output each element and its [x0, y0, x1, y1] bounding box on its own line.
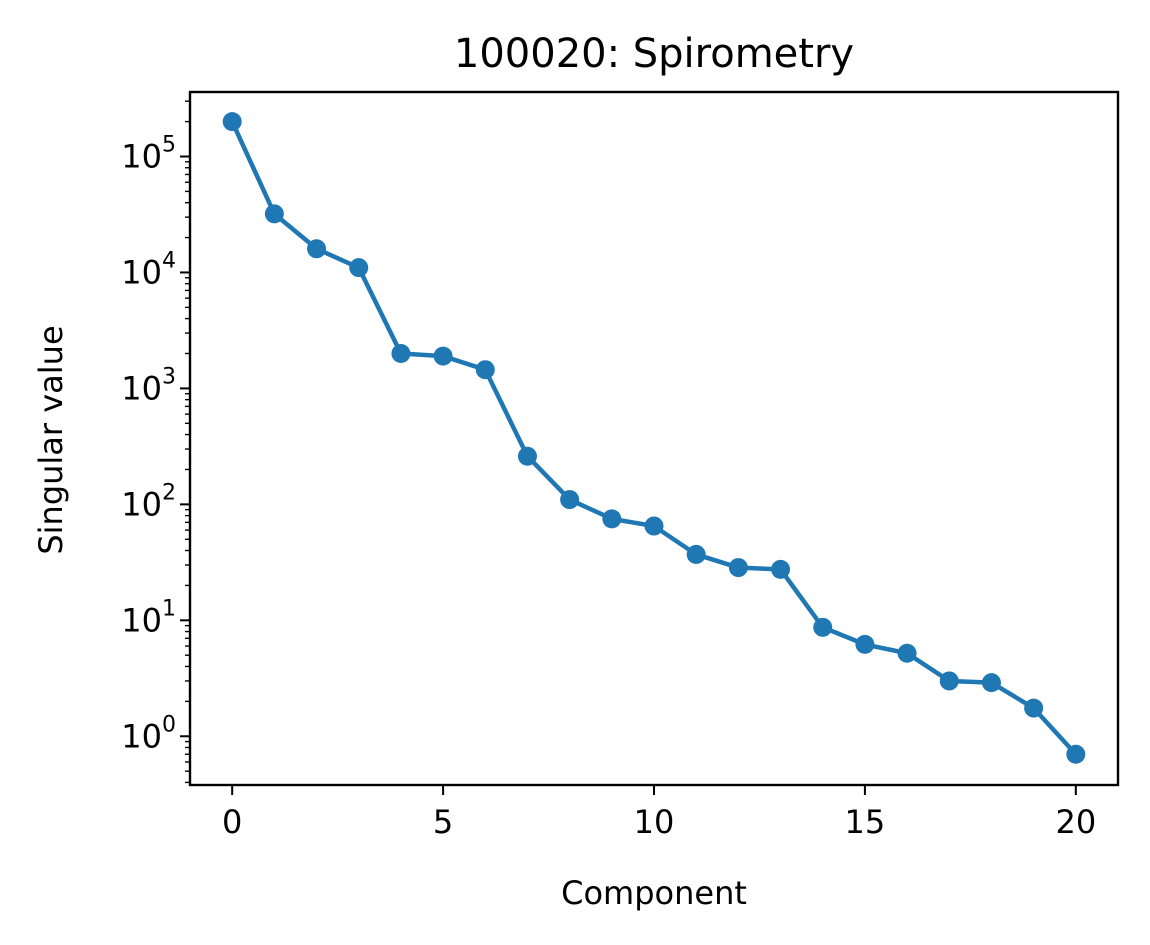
major-ticks	[180, 155, 1077, 795]
y-axis-label: Singular value	[32, 325, 70, 554]
series-line	[230, 120, 1078, 756]
y-tick-exponent: 2	[162, 480, 176, 505]
y-tick-label: 103	[121, 364, 176, 407]
data-point	[981, 673, 1001, 693]
y-tick-exponent: 1	[162, 596, 176, 621]
y-tick-label: 102	[121, 480, 176, 523]
y-tick-exponent: 3	[162, 364, 176, 389]
x-tick-label: 15	[845, 803, 886, 841]
data-point	[560, 490, 580, 510]
y-tick-exponent: 4	[162, 248, 176, 273]
data-point	[939, 671, 959, 691]
y-tick-exponent: 5	[162, 133, 176, 158]
y-tick-label: 100	[121, 712, 176, 755]
x-tick-labels: 0 5 10 15 20	[222, 803, 1096, 841]
y-tick-base: 10	[121, 601, 162, 639]
data-point	[1024, 698, 1044, 718]
y-tick-label: 101	[121, 596, 176, 639]
y-tick-base: 10	[121, 485, 162, 523]
y-tick-base: 10	[121, 369, 162, 407]
data-point	[307, 239, 327, 259]
y-tick-exponent: 0	[162, 712, 176, 737]
data-point	[222, 112, 242, 132]
data-point	[897, 643, 917, 663]
data-point	[771, 559, 791, 579]
y-tick-base: 10	[121, 138, 162, 176]
x-axis-label: Component	[561, 874, 747, 912]
x-tick-label: 20	[1055, 803, 1096, 841]
data-point	[349, 258, 369, 278]
y-tick-label: 105	[121, 133, 176, 176]
data-point	[475, 360, 495, 380]
y-tick-base: 10	[121, 253, 162, 291]
y-tick-base: 10	[121, 717, 162, 755]
data-point	[517, 446, 537, 466]
data-point	[813, 617, 833, 637]
data-point	[433, 346, 453, 366]
plot-frame	[188, 90, 1120, 787]
data-point	[644, 516, 664, 536]
series-group	[222, 112, 1086, 764]
x-tick-label: 10	[634, 803, 675, 841]
data-point	[391, 344, 411, 364]
data-point	[1066, 744, 1086, 764]
data-point	[686, 544, 706, 564]
data-point	[855, 634, 875, 654]
x-tick-label: 0	[222, 803, 242, 841]
data-point	[728, 558, 748, 578]
data-point	[264, 204, 284, 224]
chart-title: 100020: Spirometry	[454, 31, 854, 77]
data-point	[602, 509, 622, 529]
x-tick-label: 5	[433, 803, 453, 841]
y-tick-label: 104	[121, 248, 176, 291]
